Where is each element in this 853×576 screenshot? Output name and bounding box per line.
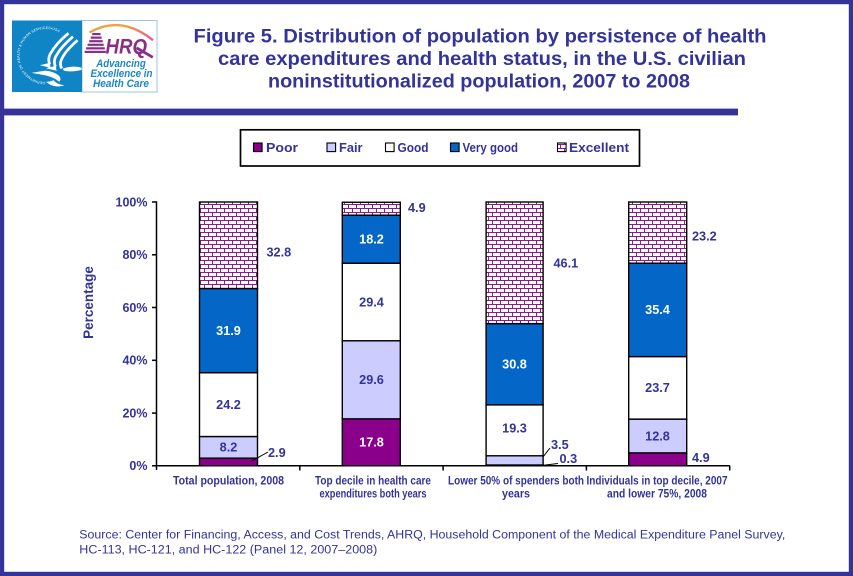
svg-text:19.3: 19.3 (502, 421, 527, 435)
svg-text:Health Care: Health Care (93, 78, 149, 90)
svg-text:3.5: 3.5 (551, 438, 569, 452)
svg-text:2.9: 2.9 (268, 446, 286, 460)
svg-text:60%: 60% (122, 301, 147, 315)
svg-text:Individuals in top decile, 200: Individuals in top decile, 2007 (587, 475, 728, 487)
svg-text:4.9: 4.9 (408, 201, 426, 215)
svg-text:Lower 50% of spenders both: Lower 50% of spenders both (448, 475, 584, 487)
svg-text:100%: 100% (116, 195, 148, 209)
svg-text:4.9: 4.9 (692, 451, 710, 465)
svg-text:Percentage: Percentage (81, 266, 96, 339)
svg-text:care expenditures and health s: care expenditures and health status, in … (218, 48, 746, 70)
svg-text:23.2: 23.2 (692, 229, 717, 243)
svg-text:32.8: 32.8 (267, 245, 292, 259)
svg-text:24.2: 24.2 (216, 398, 241, 412)
svg-text:Excellent: Excellent (569, 140, 630, 155)
svg-text:HRQ: HRQ (106, 34, 148, 58)
svg-text:17.8: 17.8 (359, 436, 384, 450)
svg-text:Very good: Very good (463, 140, 519, 155)
svg-text:Source: Center for Financing,: Source: Center for Financing, Access, an… (79, 529, 785, 541)
svg-text:Total population, 2008: Total population, 2008 (173, 475, 285, 487)
svg-text:23.7: 23.7 (645, 381, 670, 395)
svg-text:40%: 40% (122, 354, 147, 368)
svg-text:29.4: 29.4 (359, 295, 384, 309)
svg-text:Excellence in: Excellence in (91, 68, 153, 80)
svg-text:35.4: 35.4 (645, 303, 670, 317)
svg-text:80%: 80% (122, 248, 147, 262)
svg-text:30.8: 30.8 (502, 358, 527, 372)
svg-text:Fair: Fair (339, 140, 363, 155)
svg-text:Advancing: Advancing (95, 58, 146, 70)
svg-text:31.9: 31.9 (216, 324, 241, 338)
svg-text:noninstitutionalized populatio: noninstitutionalized population, 2007 to… (268, 71, 690, 93)
svg-text:expenditures both years: expenditures both years (320, 488, 427, 500)
svg-text:12.8: 12.8 (645, 429, 670, 443)
svg-text:Top decile in health care: Top decile in health care (315, 475, 431, 487)
svg-text:Poor: Poor (266, 140, 298, 155)
svg-text:18.2: 18.2 (359, 233, 384, 247)
svg-text:8.2: 8.2 (220, 441, 238, 455)
svg-text:20%: 20% (122, 407, 147, 421)
svg-text:Figure 5. Distribution of popu: Figure 5. Distribution of population by … (194, 25, 767, 47)
svg-text:46.1: 46.1 (554, 256, 579, 270)
svg-text:0%: 0% (129, 459, 147, 473)
svg-text:0.3: 0.3 (560, 452, 578, 466)
svg-text:29.6: 29.6 (359, 373, 384, 387)
svg-text:HC-113, HC-121, and HC-122 (Pa: HC-113, HC-121, and HC-122 (Panel 12, 20… (79, 545, 377, 557)
svg-text:years: years (502, 488, 530, 500)
svg-text:Good: Good (398, 140, 429, 155)
svg-text:and lower 75%, 2008: and lower 75%, 2008 (607, 488, 708, 500)
